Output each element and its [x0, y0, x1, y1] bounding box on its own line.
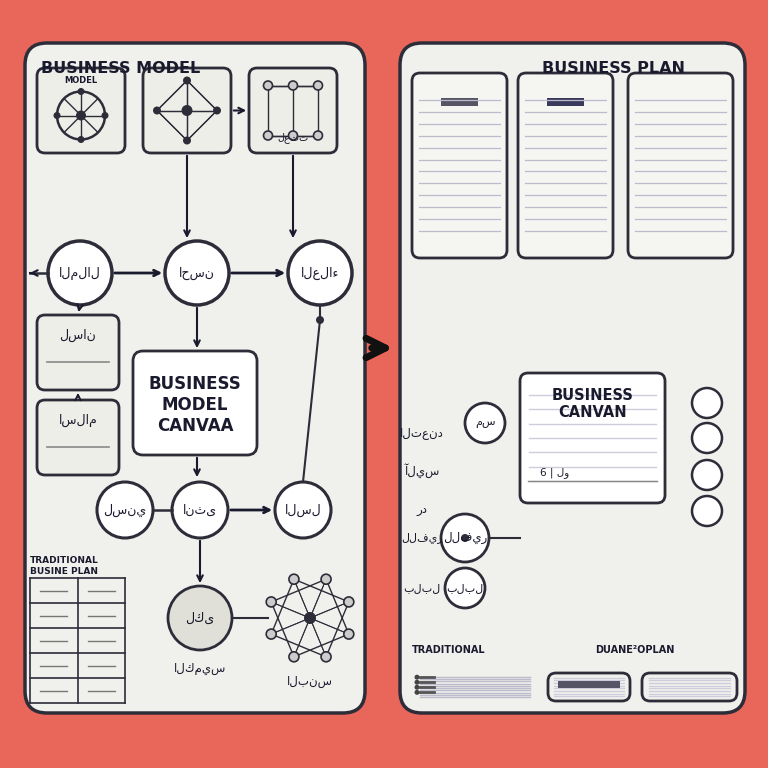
- Circle shape: [183, 137, 191, 144]
- Text: BUSINESS PLAN: BUSINESS PLAN: [542, 61, 685, 76]
- Circle shape: [344, 629, 354, 639]
- Circle shape: [289, 131, 297, 140]
- Circle shape: [321, 652, 331, 662]
- Circle shape: [415, 690, 419, 695]
- Text: بلبل: بلبل: [403, 583, 441, 593]
- Text: السل: السل: [285, 503, 321, 517]
- FancyBboxPatch shape: [412, 73, 507, 258]
- Text: لكى: لكى: [185, 611, 214, 624]
- Circle shape: [263, 81, 273, 90]
- Circle shape: [172, 482, 228, 538]
- Circle shape: [316, 316, 324, 324]
- Circle shape: [97, 482, 153, 538]
- FancyBboxPatch shape: [520, 373, 665, 503]
- Circle shape: [263, 131, 273, 140]
- FancyBboxPatch shape: [37, 315, 119, 390]
- Circle shape: [153, 107, 161, 114]
- Circle shape: [183, 77, 191, 84]
- Circle shape: [165, 241, 229, 305]
- Text: 6 | لو: 6 | لو: [540, 468, 569, 478]
- Circle shape: [289, 652, 299, 662]
- Text: لعتت: لعتت: [277, 132, 309, 143]
- Circle shape: [275, 482, 331, 538]
- Text: الملال: الملال: [59, 266, 101, 280]
- Text: بلبل: بلبل: [446, 583, 484, 593]
- Circle shape: [48, 241, 112, 305]
- Text: DUANE²OPLAN: DUANE²OPLAN: [595, 645, 674, 655]
- Circle shape: [304, 612, 316, 624]
- Circle shape: [441, 514, 489, 562]
- Circle shape: [465, 403, 505, 443]
- Text: لسان: لسان: [60, 329, 96, 343]
- Text: الكميس: الكميس: [174, 662, 227, 675]
- Bar: [442, 98, 478, 106]
- FancyBboxPatch shape: [642, 673, 737, 701]
- Text: اسلام: اسلام: [58, 414, 98, 427]
- Text: لسني: لسني: [104, 503, 147, 517]
- Circle shape: [692, 496, 722, 526]
- Circle shape: [266, 597, 276, 607]
- Circle shape: [313, 81, 323, 90]
- Text: البنس: البنس: [287, 675, 333, 688]
- FancyBboxPatch shape: [143, 68, 231, 153]
- Circle shape: [288, 241, 352, 305]
- Text: للفير: للفير: [401, 532, 443, 544]
- Circle shape: [445, 568, 485, 608]
- Circle shape: [181, 105, 193, 116]
- Text: العلاء: العلاء: [301, 266, 339, 280]
- Circle shape: [461, 534, 469, 542]
- Circle shape: [344, 597, 354, 607]
- Circle shape: [168, 586, 232, 650]
- Text: مس: مس: [475, 418, 495, 428]
- Circle shape: [415, 675, 419, 680]
- FancyBboxPatch shape: [548, 673, 630, 701]
- Circle shape: [692, 388, 722, 418]
- Circle shape: [101, 112, 108, 119]
- FancyBboxPatch shape: [518, 73, 613, 258]
- Circle shape: [78, 136, 84, 143]
- Text: انثى: انثى: [183, 504, 217, 517]
- Circle shape: [415, 685, 419, 690]
- Circle shape: [415, 680, 419, 685]
- Text: للفير: للفير: [443, 531, 487, 545]
- Circle shape: [266, 629, 276, 639]
- Text: رد: رد: [416, 502, 428, 515]
- Circle shape: [213, 107, 221, 114]
- Circle shape: [54, 112, 61, 119]
- Circle shape: [78, 88, 84, 95]
- FancyBboxPatch shape: [37, 400, 119, 475]
- Text: TRADITIONAL: TRADITIONAL: [412, 645, 485, 655]
- Text: BUSINESS
CANVAN: BUSINESS CANVAN: [551, 388, 634, 420]
- Text: التعند: التعند: [400, 426, 444, 439]
- FancyBboxPatch shape: [37, 68, 125, 153]
- FancyBboxPatch shape: [400, 43, 745, 713]
- FancyBboxPatch shape: [133, 351, 257, 455]
- FancyBboxPatch shape: [249, 68, 337, 153]
- Text: آليس: آليس: [404, 464, 440, 478]
- Circle shape: [321, 574, 331, 584]
- FancyBboxPatch shape: [628, 73, 733, 258]
- Bar: [558, 680, 620, 688]
- Text: احسن: احسن: [179, 266, 215, 280]
- FancyBboxPatch shape: [25, 43, 365, 713]
- Circle shape: [692, 423, 722, 453]
- Bar: [548, 98, 584, 106]
- Circle shape: [76, 111, 86, 121]
- Text: MODEL: MODEL: [65, 76, 98, 85]
- Text: BUSINESS
MODEL
CANVAA: BUSINESS MODEL CANVAA: [149, 375, 241, 435]
- Circle shape: [289, 81, 297, 90]
- Circle shape: [692, 460, 722, 490]
- Circle shape: [289, 574, 299, 584]
- Text: TRADITIONAL
BUSINE PLAN: TRADITIONAL BUSINE PLAN: [30, 556, 99, 576]
- Text: BUSINESS MODEL: BUSINESS MODEL: [41, 61, 200, 76]
- Circle shape: [313, 131, 323, 140]
